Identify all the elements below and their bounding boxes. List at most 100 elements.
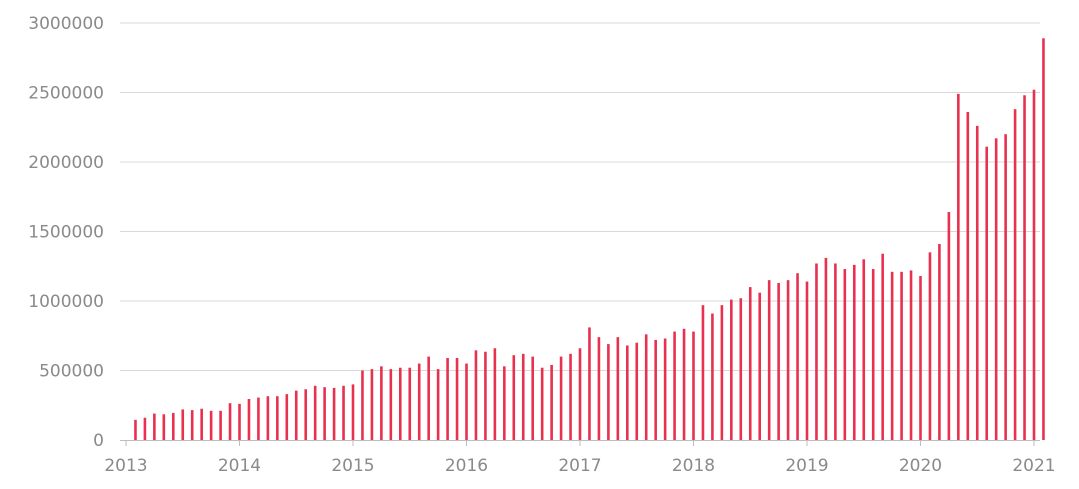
y-tick-label: 3000000 xyxy=(28,14,104,34)
bar xyxy=(408,367,412,440)
bar xyxy=(503,366,506,440)
bar xyxy=(1023,95,1026,440)
bar xyxy=(313,385,317,440)
bar xyxy=(427,356,430,440)
bar xyxy=(890,271,894,440)
bar xyxy=(380,366,383,440)
bar xyxy=(635,342,639,440)
x-tick-label: 2020 xyxy=(899,456,942,476)
bar xyxy=(663,338,667,440)
bar xyxy=(985,146,989,440)
bar xyxy=(701,305,705,440)
bar xyxy=(512,355,516,440)
bar xyxy=(1013,109,1017,441)
bars xyxy=(134,38,1045,441)
bar xyxy=(398,367,402,440)
bar xyxy=(484,351,487,440)
bar xyxy=(323,387,326,440)
bar xyxy=(134,419,137,440)
x-tick-label: 2016 xyxy=(445,456,488,476)
bar xyxy=(493,348,497,440)
bar xyxy=(304,389,308,440)
bar xyxy=(550,364,553,440)
bar xyxy=(332,387,336,441)
bar xyxy=(938,244,941,440)
bar xyxy=(625,345,629,440)
bar xyxy=(417,363,421,440)
x-tick-label: 2014 xyxy=(218,456,261,476)
bar xyxy=(190,410,194,440)
bar xyxy=(465,363,468,440)
bar xyxy=(1042,38,1045,440)
y-tick-label: 1500000 xyxy=(28,223,104,243)
bar xyxy=(815,263,818,440)
bar xyxy=(786,280,790,440)
bar xyxy=(843,269,847,440)
bar xyxy=(521,353,525,440)
bar xyxy=(947,212,951,440)
x-tick-label: 2019 xyxy=(785,456,828,476)
bar xyxy=(238,403,241,440)
bar xyxy=(607,344,610,440)
bar xyxy=(692,331,695,440)
bar xyxy=(588,327,591,440)
x-tick-label: 2015 xyxy=(331,456,374,476)
bar xyxy=(673,331,676,440)
bar xyxy=(200,408,203,440)
bar xyxy=(455,357,459,440)
bar xyxy=(852,264,856,440)
bar xyxy=(1004,134,1007,440)
bar xyxy=(389,369,393,440)
x-tick-label: 2013 xyxy=(104,456,147,476)
bar xyxy=(739,298,743,440)
bar xyxy=(919,275,922,440)
bar xyxy=(370,369,374,440)
bar xyxy=(247,399,251,440)
bar xyxy=(975,125,979,441)
bar xyxy=(900,271,903,440)
bar xyxy=(644,334,648,440)
bar xyxy=(209,410,213,440)
bar xyxy=(682,328,686,440)
bar xyxy=(871,269,875,440)
bar xyxy=(767,280,771,440)
bar xyxy=(758,292,762,440)
bar xyxy=(228,403,232,440)
bar xyxy=(777,282,780,440)
bar xyxy=(171,412,175,440)
bar xyxy=(181,409,185,440)
x-tick-label: 2017 xyxy=(558,456,601,476)
bar xyxy=(162,414,166,440)
bar xyxy=(294,390,298,440)
y-tick-label: 500000 xyxy=(39,362,104,382)
x-axis: 2013 2014 2015 2016 2017 2018 2019 2020 2021 xyxy=(104,440,1056,476)
bar xyxy=(597,337,601,440)
x-tick-label: 2021 xyxy=(1012,456,1055,476)
bar xyxy=(824,257,828,440)
bar xyxy=(957,93,960,440)
bar xyxy=(531,356,535,440)
bar xyxy=(805,281,809,440)
bar xyxy=(276,396,279,440)
bar xyxy=(436,369,440,440)
bar xyxy=(720,305,724,440)
x-tick-label: 2018 xyxy=(672,456,715,476)
bar xyxy=(862,259,866,440)
y-tick-label: 2000000 xyxy=(28,153,104,173)
bar xyxy=(881,253,884,440)
bar xyxy=(616,337,620,440)
bar xyxy=(559,356,563,440)
bar xyxy=(711,313,714,440)
grid-lines xyxy=(120,22,1040,371)
y-tick-label: 1000000 xyxy=(28,292,104,312)
bar xyxy=(540,367,544,440)
bar xyxy=(994,138,998,440)
bar xyxy=(1032,89,1036,440)
bar xyxy=(153,413,156,440)
bar xyxy=(569,353,572,440)
bar xyxy=(361,370,364,440)
bar xyxy=(578,348,582,440)
bar xyxy=(730,299,733,440)
bar xyxy=(834,263,837,440)
